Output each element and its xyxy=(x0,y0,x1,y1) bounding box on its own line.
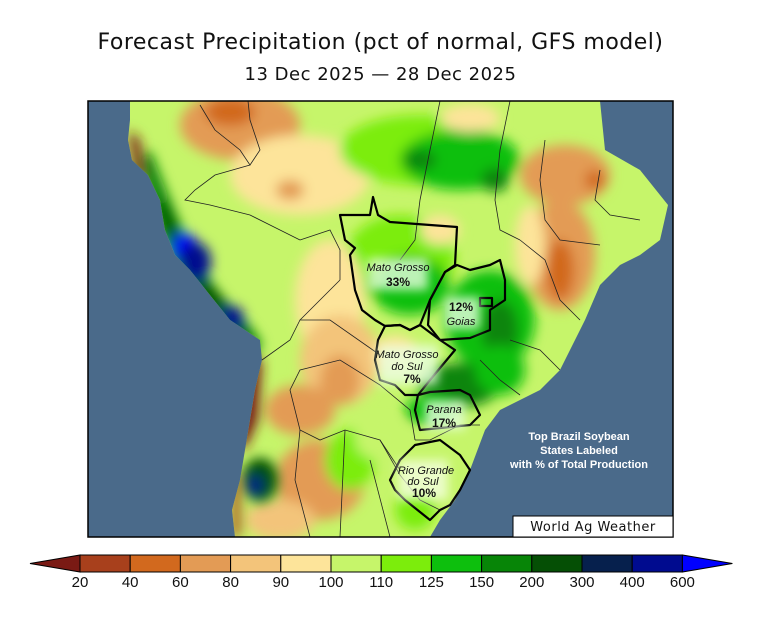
precip-blob xyxy=(440,104,500,132)
state-label-value: 7% xyxy=(403,372,421,386)
colorbar-tick-label: 90 xyxy=(272,574,289,591)
state-label-name: Mato Grosso xyxy=(367,262,430,274)
colorbar-box xyxy=(179,554,232,573)
annotation: Top Brazil Soybean States Labeled with %… xyxy=(509,431,648,471)
precip-blob xyxy=(320,355,360,405)
state-label-name: Mato Grosso xyxy=(376,349,439,361)
annotation-line: States Labeled xyxy=(540,445,618,457)
state-label-name: Goias xyxy=(447,316,476,328)
precip-blob xyxy=(546,240,574,300)
colorbar-tick-label: 20 xyxy=(72,574,89,591)
colorbar-box xyxy=(430,554,483,573)
rio-grande-do-sul-outline xyxy=(388,438,472,522)
colorbar-box xyxy=(79,554,131,573)
chart-title: Forecast Precipitation (pct of normal, G… xyxy=(97,30,664,55)
label-glow xyxy=(368,258,428,290)
colorbar-box xyxy=(581,554,633,573)
colorbar-box xyxy=(380,554,432,573)
colorbar-box xyxy=(631,554,683,573)
precip-blob xyxy=(404,150,436,170)
goias-outline xyxy=(426,258,507,342)
andes-wet-core xyxy=(158,200,250,340)
state-label-name: do Sul xyxy=(407,476,439,488)
state-labels: Mato Grosso 33% 12% Goias Mato Grosso do… xyxy=(367,262,476,500)
precip-blob xyxy=(420,215,460,245)
precip-blob xyxy=(585,170,605,190)
colorbar-box xyxy=(230,554,282,573)
annotation-line: Top Brazil Soybean xyxy=(528,431,630,443)
state-label-value: 33% xyxy=(386,275,410,289)
colorbar-tick-label: 100 xyxy=(318,574,343,591)
colorbar-tick-label: 80 xyxy=(222,574,239,591)
colorbar-tick-label: 60 xyxy=(172,574,189,591)
chart-subtitle: 13 Dec 2025 — 28 Dec 2025 xyxy=(244,64,517,85)
coastal-dry-strip xyxy=(128,130,145,180)
colorbar-tick-label: 200 xyxy=(519,574,544,591)
colorbar-tick-label: 110 xyxy=(369,574,393,591)
country-borders xyxy=(184,101,641,537)
colorbar-box xyxy=(129,554,181,573)
state-label-name: do Sul xyxy=(391,361,423,373)
state-label-value: 12% xyxy=(449,300,473,314)
credit-box xyxy=(512,515,674,538)
precip-blob xyxy=(276,180,304,200)
colorbar-tick-label: 400 xyxy=(620,574,645,591)
colorbar-tick-label: 150 xyxy=(469,574,494,591)
label-glow xyxy=(378,345,438,385)
colorbar-box xyxy=(330,554,382,573)
credit-text: World Ag Weather xyxy=(530,520,656,535)
colorbar-tick-label: 300 xyxy=(569,574,594,591)
label-glow xyxy=(445,297,480,329)
precip-blob xyxy=(205,101,255,126)
colorbar-arrow-low xyxy=(29,554,81,573)
annotation-line: with % of Total Production xyxy=(509,459,648,471)
precip-blob xyxy=(265,385,335,435)
colorbar-arrow-high xyxy=(681,554,733,573)
colorbar-tick-label: 600 xyxy=(670,574,695,591)
precip-blob xyxy=(230,135,370,215)
state-label-value: 10% xyxy=(412,486,436,500)
state-label-name: Rio Grande xyxy=(398,465,454,477)
colorbar-tick-label: 40 xyxy=(122,574,139,591)
state-label-name: Parana xyxy=(426,404,461,416)
precip-blob xyxy=(481,168,509,192)
label-glows xyxy=(368,258,480,500)
map-frame xyxy=(87,100,674,538)
label-glow xyxy=(398,460,448,500)
label-glow xyxy=(425,400,465,430)
parana-outline xyxy=(413,388,482,432)
precip-blob xyxy=(515,205,545,285)
state-label-value: 17% xyxy=(432,416,456,430)
precip-blob xyxy=(245,500,315,537)
colorbar-box xyxy=(280,554,332,573)
colorbar-box xyxy=(531,554,583,573)
colorbar-tick-label: 125 xyxy=(419,574,444,591)
colorbar-box xyxy=(481,554,533,573)
precip-blob xyxy=(248,476,262,494)
precip-blob xyxy=(475,345,525,395)
